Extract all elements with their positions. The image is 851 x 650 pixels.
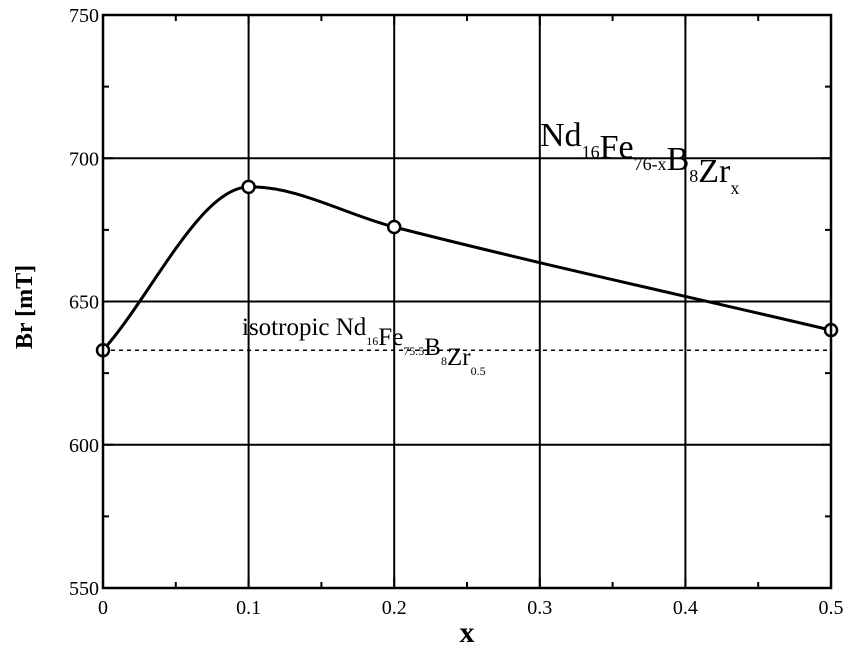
isotropic-annotation: isotropic Nd16Fe75.5B8Zr0.5 xyxy=(242,314,486,378)
annotation-subscript: 76-x xyxy=(634,154,667,174)
y-tick-label: 550 xyxy=(69,578,99,600)
tick-labels: 0 0.1 0.2 0.3 0.4 0.5 550 600 650 700 750 xyxy=(69,5,844,619)
annotation-subscript: x xyxy=(730,178,739,198)
annotation-text: isotropic Nd xyxy=(242,314,367,341)
annotation-subscript: 0.5 xyxy=(471,364,486,378)
annotation-subscript: 8 xyxy=(441,354,447,368)
x-axis-title: x xyxy=(460,616,475,649)
series-line xyxy=(101,185,832,352)
x-tick-label: 0.3 xyxy=(527,597,552,619)
annotation-text: Nd xyxy=(540,117,582,154)
data-point xyxy=(386,219,402,235)
annotation-subscript: 8 xyxy=(689,166,698,186)
y-tick-label: 750 xyxy=(69,5,99,27)
annotation-text: Fe xyxy=(600,129,634,166)
annotation-text: B xyxy=(424,334,441,361)
y-tick-label: 600 xyxy=(69,435,99,457)
annotation-text: B xyxy=(667,141,690,178)
annotation-subscript: 16 xyxy=(582,142,600,162)
x-tick-label: 0.1 xyxy=(236,597,261,619)
x-tick-label: 0.5 xyxy=(819,597,844,619)
annotation-text: Zr xyxy=(447,344,471,371)
formula-annotation: Nd16Fe76-xB8Zrx xyxy=(540,117,739,198)
x-tick-label: 0.2 xyxy=(382,597,407,619)
axis-ticks xyxy=(102,14,832,589)
annotation-text: Fe xyxy=(378,324,403,351)
grid-lines xyxy=(103,15,831,588)
annotation-text: Zr xyxy=(698,153,731,190)
annotation-subscript: 16 xyxy=(366,334,378,348)
y-tick-label: 650 xyxy=(69,292,99,314)
annotation-subscript: 75.5 xyxy=(403,344,424,358)
x-tick-label: 0 xyxy=(98,597,108,619)
y-axis-title: Br [mT] xyxy=(12,265,38,349)
y-tick-label: 700 xyxy=(69,148,99,170)
data-point xyxy=(241,179,256,195)
x-tick-label: 0.4 xyxy=(673,597,698,619)
